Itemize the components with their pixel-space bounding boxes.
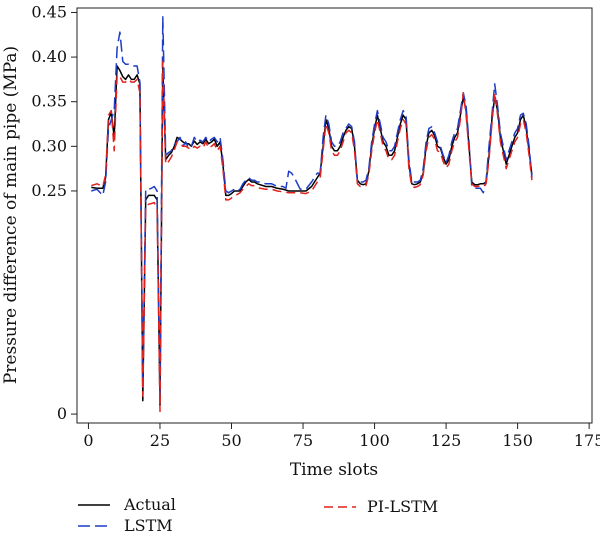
x-axis-title: Time slots bbox=[290, 460, 378, 480]
y-tick-label: 0 bbox=[57, 404, 67, 423]
x-tick-label: 150 bbox=[502, 431, 533, 450]
legend-item-pi-lstm: PI-LSTM bbox=[324, 497, 438, 516]
plot-area bbox=[76, 7, 593, 424]
x-tick-label: 25 bbox=[150, 431, 170, 450]
x-tick-label: 175 bbox=[574, 431, 600, 450]
x-tick-label: 75 bbox=[293, 431, 313, 450]
legend: Actual LSTM PI-LSTM bbox=[78, 495, 438, 535]
x-tick-label: 100 bbox=[359, 431, 390, 450]
plot-frame bbox=[76, 7, 593, 424]
y-tick-label: 0.45 bbox=[31, 2, 67, 21]
series-line-lstm bbox=[91, 16, 533, 397]
y-tick-label: 0.30 bbox=[31, 136, 67, 155]
legend-label-actual: Actual bbox=[123, 495, 176, 514]
legend-item-actual: Actual bbox=[78, 495, 176, 514]
x-tick-label: 50 bbox=[221, 431, 241, 450]
y-tick-label: 0.35 bbox=[31, 92, 67, 111]
y-tick-label: 0.40 bbox=[31, 47, 67, 66]
series-line-pi-lstm bbox=[91, 60, 533, 413]
series-layer bbox=[91, 16, 533, 413]
x-tick-label: 125 bbox=[431, 431, 462, 450]
legend-label-lstm: LSTM bbox=[124, 516, 173, 535]
y-tick-label: 0.25 bbox=[31, 181, 67, 200]
x-axis: 0 25 50 75 100 125 150 175 bbox=[83, 423, 600, 450]
y-axis: 0 0.25 0.30 0.35 0.40 0.45 bbox=[31, 2, 77, 423]
x-tick-label: 0 bbox=[83, 431, 93, 450]
legend-label-pi-lstm: PI-LSTM bbox=[367, 497, 438, 516]
legend-item-lstm: LSTM bbox=[78, 516, 173, 535]
y-axis-title: Pressure difference of main pipe (MPa) bbox=[1, 46, 21, 384]
